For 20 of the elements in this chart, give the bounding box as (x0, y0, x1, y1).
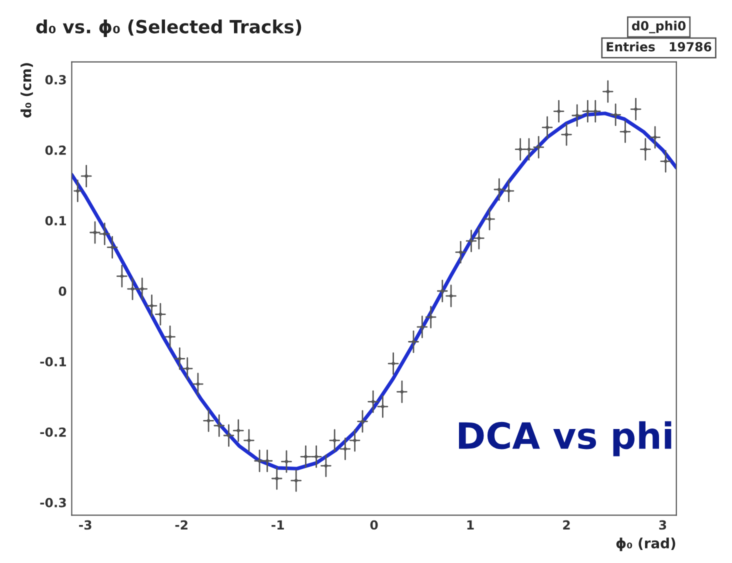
x-tick-label: 3 (659, 520, 666, 530)
x-tick-label: 1 (467, 520, 474, 530)
x-tick-label: 0 (370, 520, 378, 530)
text: Entries 19786 (606, 42, 712, 52)
annotation: DCA vs phi (458, 421, 672, 456)
y-tick-label: 0.3 (45, 75, 66, 84)
y-tick-label: 0.1 (45, 216, 66, 226)
x-tick-label: 2 (563, 520, 570, 530)
y-axis-title: d₀ (cm) (20, 63, 33, 118)
x-tick-label: -3 (79, 520, 92, 530)
chart-title: d₀ vs. ϕ₀ (Selected Tracks) (36, 19, 302, 37)
text: d0_phi0 (632, 20, 686, 34)
y-tick-label: 0 (58, 286, 66, 296)
y-tick-label: -0.1 (40, 356, 66, 366)
x-axis-title: ϕ₀ (rad) (616, 538, 676, 552)
y-tick-label: 0.2 (45, 146, 66, 155)
y-tick-label: -0.3 (40, 498, 66, 508)
x-tick-label: -1 (272, 520, 284, 530)
x-tick-label: -2 (175, 520, 188, 530)
y-tick-label: -0.2 (40, 427, 66, 437)
